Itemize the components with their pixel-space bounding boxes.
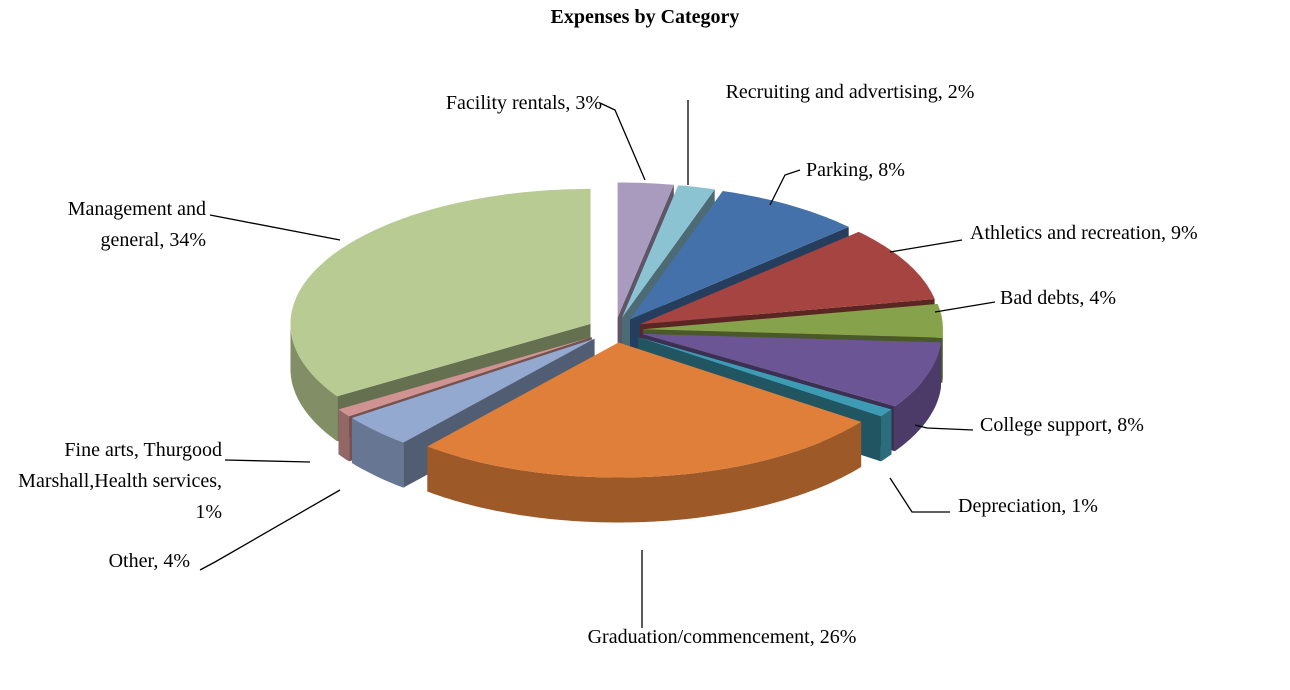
leader-line: [889, 477, 950, 513]
slice-label: Graduation/commencement, 26%: [587, 626, 857, 648]
slice-wall: [894, 342, 941, 452]
leader-line: [914, 424, 974, 431]
slice-wall: [290, 323, 338, 442]
leader-line: [224, 459, 311, 463]
slice-label: Athletics and recreation, 9%: [970, 222, 1198, 244]
slice-wall: [427, 421, 862, 523]
leader-line: [209, 214, 341, 241]
chart-title: Expenses by Category: [550, 6, 740, 28]
slice-label: College support, 8%: [980, 414, 1144, 436]
slice-label: Management and general, 34%: [67, 198, 206, 251]
slice: [630, 191, 849, 320]
slice: [642, 303, 943, 338]
slice: [290, 188, 591, 397]
slice-label: Depreciation, 1%: [958, 495, 1098, 517]
slice: [639, 231, 935, 325]
leader-line: [934, 301, 996, 313]
slice-label: Recruiting and advertising, 2%: [725, 81, 975, 103]
slice-label: Other, 4%: [108, 550, 190, 572]
slice-label: Bad debts, 4%: [1000, 287, 1117, 309]
slice: [641, 333, 941, 407]
leader-line: [889, 239, 963, 253]
slice: [617, 182, 674, 318]
slice-wall: [880, 409, 892, 462]
slice-wall: [351, 418, 404, 488]
slice: [338, 337, 592, 417]
leader-line: [599, 102, 646, 181]
slice-label: Facility rentals, 3%: [445, 92, 602, 114]
slice: [622, 185, 715, 318]
leader-line: [769, 169, 801, 206]
slice-label: Fine arts, Thurgood Marshall,Health serv…: [18, 439, 222, 523]
slice: [427, 342, 862, 478]
slice-label: Parking, 8%: [806, 159, 905, 181]
slice: [638, 337, 892, 417]
slice-wall: [338, 409, 350, 462]
leader-line: [199, 489, 341, 571]
slice: [351, 338, 595, 443]
slice-wall: [942, 329, 943, 383]
